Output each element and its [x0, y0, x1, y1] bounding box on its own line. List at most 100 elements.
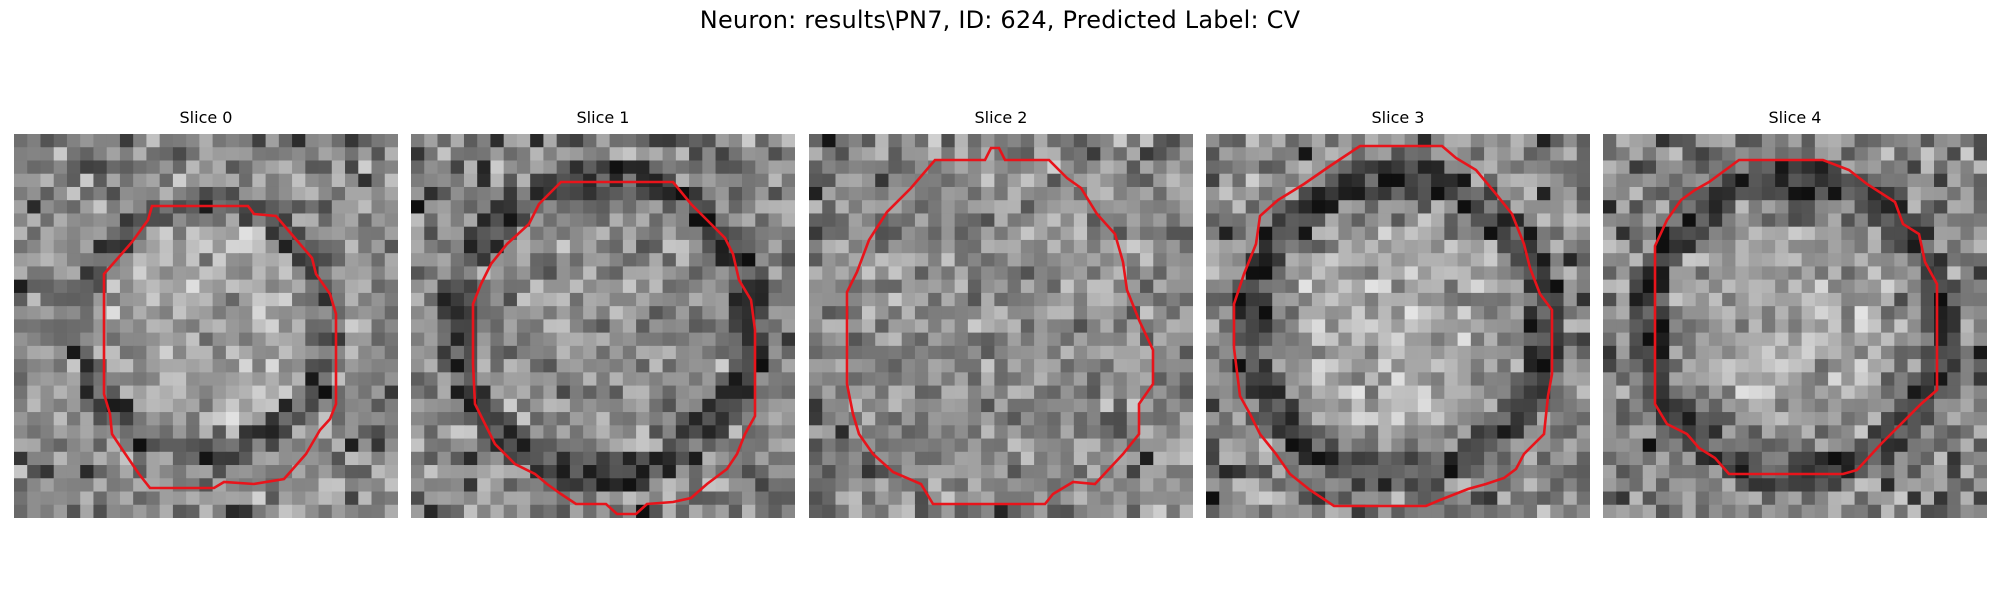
pixel-cell [1020, 491, 1035, 506]
pixel-cell [781, 332, 795, 347]
pixel-cell [994, 451, 1009, 466]
pixel-cell [649, 213, 664, 228]
pixel-cell [1563, 319, 1578, 334]
pixel-cell [239, 398, 253, 413]
pixel-cell [901, 226, 916, 241]
pixel-cell [1325, 319, 1340, 334]
pixel-cell [1695, 306, 1710, 320]
pixel-cell [1801, 147, 1816, 162]
pixel-cell [384, 385, 398, 400]
pixel-cell [331, 160, 346, 175]
pixel-cell [239, 359, 253, 373]
pixel-cell [1298, 292, 1313, 307]
pixel-cell [225, 186, 240, 201]
pixel-cell [1484, 425, 1498, 440]
pixel-cell [715, 451, 730, 466]
pixel-cell [596, 279, 611, 294]
pixel-cell [583, 398, 597, 413]
pixel-cell [225, 491, 240, 506]
pixel-cell [928, 279, 943, 294]
pixel-cell [1907, 332, 1922, 347]
pixel-cell [371, 319, 386, 334]
pixel-cell [1761, 425, 1776, 440]
pixel-cell [1510, 398, 1525, 413]
pixel-cell [106, 253, 121, 268]
pixel-cell [40, 385, 55, 400]
pixel-cell [239, 412, 253, 426]
pixel-cell [702, 504, 717, 518]
pixel-cell [463, 226, 478, 241]
pixel-cell [755, 478, 770, 493]
pixel-cell [358, 266, 373, 281]
pixel-cell [1642, 239, 1657, 254]
pixel-cell [318, 213, 333, 228]
pixel-cell [384, 359, 398, 373]
pixel-cell [1166, 451, 1181, 466]
pixel-cell [1378, 253, 1392, 268]
pixel-cell [345, 279, 359, 294]
pixel-cell [530, 266, 545, 281]
pixel-cell [755, 173, 770, 188]
pixel-cell [371, 253, 386, 268]
pixel-cell [1378, 491, 1392, 506]
pixel-cell [1219, 451, 1234, 466]
pixel-cell [954, 147, 969, 162]
pixel-cell [358, 200, 373, 215]
pixel-cell [768, 345, 783, 360]
pixel-cell [252, 134, 267, 148]
pixel-cell [1444, 438, 1459, 453]
pixel-cell [835, 279, 850, 294]
pixel-cell [1867, 491, 1882, 506]
pixel-cell [1748, 200, 1763, 215]
pixel-cell [1245, 279, 1260, 294]
pixel-cell [27, 306, 42, 320]
pixel-cell [1682, 292, 1697, 307]
pixel-cell [1563, 186, 1578, 201]
pixel-cell [1166, 372, 1181, 387]
pixel-cell [1907, 345, 1922, 360]
pixel-cell [994, 200, 1009, 215]
pixel-cell [543, 385, 558, 400]
pixel-cell [1920, 266, 1935, 281]
pixel-cell [1470, 425, 1485, 440]
pixel-cell [40, 292, 55, 307]
pixel-cell [583, 200, 597, 215]
pixel-cell [569, 147, 584, 162]
pixel-cell [239, 173, 253, 188]
pixel-cell [106, 491, 121, 506]
pixel-cell [1417, 345, 1432, 360]
pixel-cell [662, 173, 677, 188]
pixel-cell [93, 451, 108, 466]
pixel-cell [1867, 279, 1882, 294]
pixel-cell [914, 226, 929, 241]
pixel-cell [1907, 425, 1922, 440]
pixel-cell [649, 173, 664, 188]
pixel-cell [556, 504, 571, 518]
pixel-cell [424, 173, 439, 188]
pixel-cell [424, 438, 439, 453]
pixel-cell [1338, 134, 1353, 148]
pixel-cell [411, 478, 425, 493]
pixel-cell [715, 279, 730, 294]
pixel-cell [1550, 292, 1565, 307]
pixel-cell [1603, 425, 1617, 440]
pixel-cell [1417, 359, 1432, 373]
pixel-cell [1881, 239, 1895, 254]
pixel-cell [358, 226, 373, 241]
pixel-cell [875, 266, 890, 281]
pixel-cell [66, 438, 81, 453]
pixel-cell [689, 385, 703, 400]
pixel-cell [822, 173, 837, 188]
pixel-cell [1576, 147, 1590, 162]
pixel-cell [186, 239, 200, 254]
pixel-cell [1311, 200, 1326, 215]
pixel-cell [1179, 213, 1193, 228]
pixel-cell [1907, 147, 1922, 162]
pixel-cell [1378, 438, 1392, 453]
pixel-cell [1285, 239, 1300, 254]
pixel-cell [1497, 239, 1512, 254]
pixel-cell [755, 306, 770, 320]
pixel-cell [1245, 398, 1260, 413]
pixel-cell [636, 279, 650, 294]
pixel-cell [1775, 491, 1789, 506]
